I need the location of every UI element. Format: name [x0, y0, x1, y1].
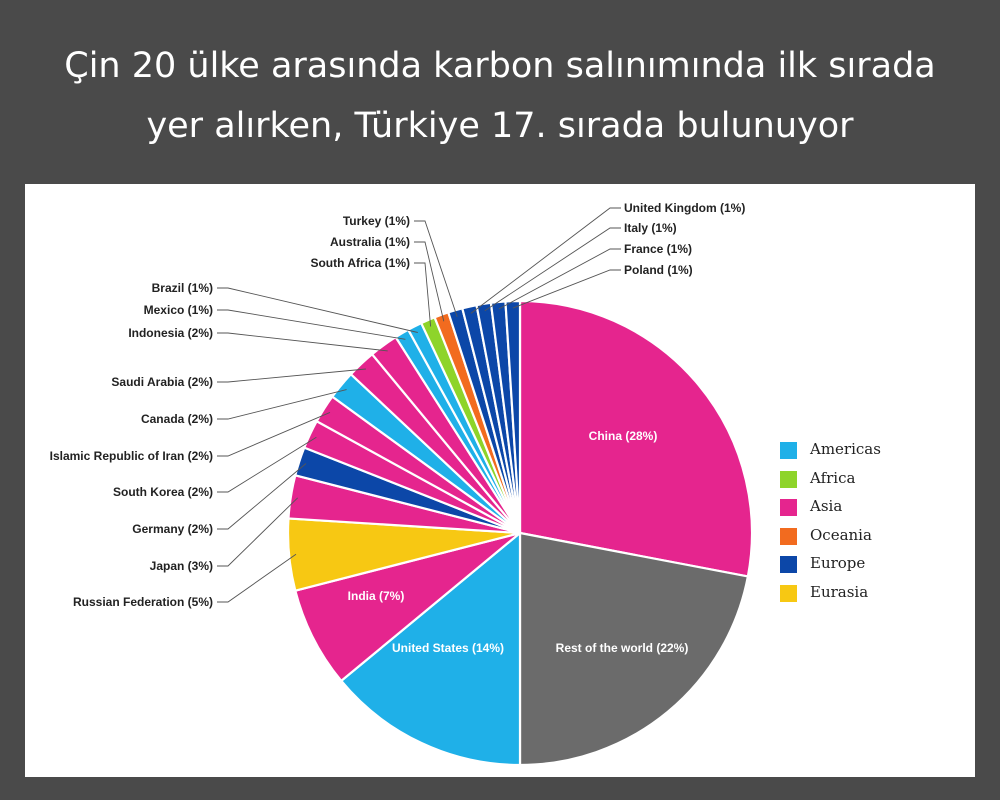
- callout-saudi-arabia: [217, 368, 366, 383]
- legend-label-europe: Europe: [810, 554, 866, 572]
- slice-united-states: [339, 530, 522, 767]
- chart-panel: China (28%) Rest of the world (22%) United…: [25, 184, 975, 777]
- callout-label-australia: Australia (1%): [330, 235, 410, 249]
- legend-swatch-oceania: [780, 527, 797, 545]
- callout-label-united-kingdom: United Kingdom (1%): [624, 201, 745, 215]
- legend-label-asia: Asia: [810, 497, 843, 515]
- chart-headline: Çin 20 ülke arasında karbon salınımında …: [0, 36, 1000, 156]
- headline-line-2: yer alırken, Türkiye 17. sırada bulunuyo…: [146, 106, 854, 146]
- callout-turkey: [414, 220, 458, 318]
- legend-label-africa: Africa: [810, 468, 856, 487]
- callout-label-south-africa: South Africa (1%): [310, 256, 410, 270]
- slice-label-rest-of-the-world: Rest of the world (22%): [556, 641, 689, 655]
- callout-label-russian-federation: Russian Federation (5%): [73, 595, 213, 609]
- legend-swatch-asia: [780, 499, 797, 516]
- slice-label-china: China (28%): [589, 429, 658, 443]
- legend-label-oceania: Oceania: [810, 525, 872, 544]
- legend-swatch-eurasia: [780, 584, 797, 602]
- callout-south-korea: [217, 436, 317, 493]
- callout-label-japan: Japan (3%): [150, 559, 213, 573]
- callout-label-brazil: Brazil (1%): [152, 281, 213, 295]
- legend-swatch-europe: [780, 556, 797, 573]
- headline-line-1: Çin 20 ülke arasında karbon salınımında …: [64, 46, 936, 86]
- callout-label-indonesia: Indonesia (2%): [128, 326, 213, 340]
- slice-china: [518, 299, 754, 578]
- callout-japan: [217, 497, 299, 567]
- callout-label-poland: Poland (1%): [624, 263, 693, 277]
- legend-swatch-americas: [780, 442, 797, 459]
- callout-united-kingdom: [470, 207, 621, 314]
- callout-label-france: France (1%): [624, 242, 692, 256]
- legend-swatch-africa: [780, 470, 797, 488]
- callout-germany: [217, 463, 307, 530]
- callout-label-islamic-republic-of-iran: Islamic Republic of Iran (2%): [50, 449, 213, 463]
- callout-label-saudi-arabia: Saudi Arabia (2%): [111, 375, 213, 389]
- callout-label-italy: Italy (1%): [624, 221, 677, 235]
- callout-canada: [217, 389, 347, 420]
- legend-label-eurasia: Eurasia: [810, 582, 869, 601]
- callout-russian-federation: [217, 553, 297, 603]
- callout-poland: [512, 269, 621, 309]
- callout-italy: [484, 227, 621, 312]
- legend-label-americas: Americas: [810, 440, 881, 458]
- callout-label-canada: Canada (2%): [141, 412, 213, 426]
- callout-australia: [414, 241, 445, 322]
- callout-south-africa: [414, 262, 432, 327]
- callout-indonesia: [217, 332, 388, 352]
- slice-label-united-states: United States (14%): [392, 641, 504, 655]
- callout-label-south-korea: South Korea (2%): [113, 485, 213, 499]
- callout-islamic-republic-of-iran: [217, 411, 331, 457]
- callout-mexico: [217, 309, 406, 340]
- pie-chart: China (28%) Rest of the world (22%) United…: [50, 201, 754, 767]
- slice-rest-of-the-world: [518, 531, 750, 767]
- callout-label-mexico: Mexico (1%): [144, 303, 213, 317]
- callout-france: [498, 248, 621, 310]
- callout-label-turkey: Turkey (1%): [343, 214, 410, 228]
- slice-label-india: India (7%): [348, 589, 405, 603]
- callout-brazil: [217, 287, 418, 333]
- slice-india: [293, 531, 521, 683]
- callout-label-germany: Germany (2%): [132, 522, 213, 536]
